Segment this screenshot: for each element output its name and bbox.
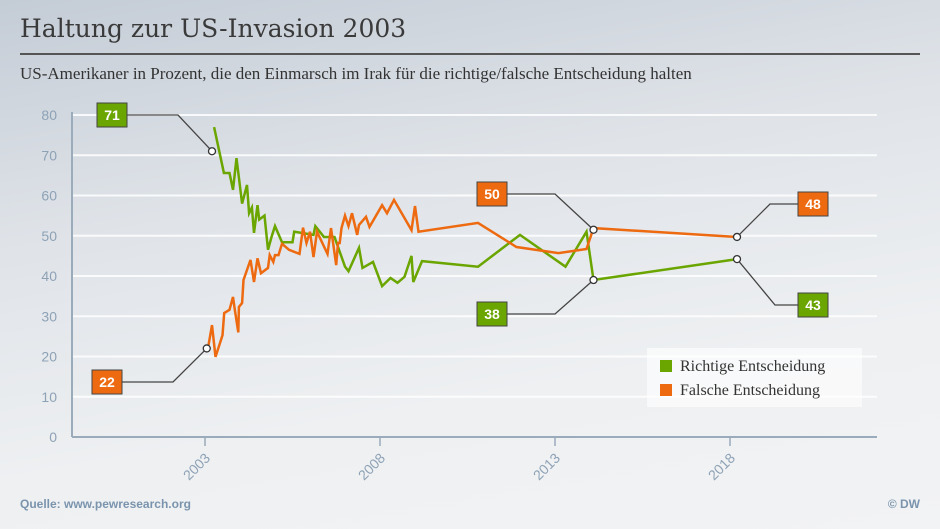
callout-leader <box>507 193 594 231</box>
callout-label: 48 <box>805 196 821 212</box>
y-tick-label: 40 <box>41 268 57 284</box>
x-tick-label: 2018 <box>705 450 738 483</box>
callout-box <box>797 292 829 318</box>
legend-swatch <box>660 384 672 396</box>
title-divider <box>20 53 920 55</box>
callout-label: 50 <box>484 186 500 202</box>
callout-marker <box>589 225 598 234</box>
chart-title: Haltung zur US-Invasion 2003 <box>20 14 407 43</box>
callout-leader <box>736 203 798 238</box>
callout-marker <box>732 254 742 264</box>
x-tick-label: 2003 <box>180 450 213 483</box>
y-tick-label: 30 <box>41 308 57 324</box>
y-tick-label: 60 <box>41 188 57 204</box>
legend-background <box>647 348 862 407</box>
callout-box <box>91 369 123 395</box>
y-tick-label: 80 <box>41 107 57 123</box>
callout-leader <box>736 258 798 306</box>
y-tick-label: 70 <box>41 147 57 163</box>
x-tick-label: 2008 <box>355 450 388 483</box>
callout-marker <box>589 275 598 285</box>
callout-box <box>476 181 508 207</box>
callout-label: 22 <box>99 374 115 390</box>
y-tick-label: 0 <box>49 429 57 445</box>
callout-label: 71 <box>104 107 120 123</box>
callout-marker <box>202 344 211 353</box>
y-tick-label: 20 <box>41 349 57 365</box>
callout-box <box>96 102 128 128</box>
callout-leader <box>127 114 213 152</box>
copyright-credit: © DW <box>887 497 920 511</box>
y-tick-label: 10 <box>41 389 57 405</box>
callout-label: 38 <box>484 306 500 322</box>
legend: Richtige Entscheidung Falsche Entscheidun… <box>647 348 862 407</box>
legend-label: Richtige Entscheidung <box>680 358 825 375</box>
callout-box <box>797 191 829 217</box>
legend-swatch <box>660 360 672 372</box>
y-tick-label: 50 <box>41 228 57 244</box>
callout-label: 43 <box>805 297 821 313</box>
callout-box <box>476 301 508 327</box>
series-line-falsche <box>207 197 738 358</box>
callout-marker <box>732 232 742 242</box>
series-line-richtige <box>212 126 738 289</box>
source-note: Quelle: www.pewresearch.org <box>20 497 191 511</box>
x-tick-label: 2013 <box>530 450 563 483</box>
chart-subtitle: US-Amerikaner in Prozent, die den Einmar… <box>20 64 692 83</box>
legend-label: Falsche Entscheidung <box>680 382 820 399</box>
callout-marker <box>207 147 217 156</box>
callout-leader <box>507 279 594 315</box>
callout-leader <box>122 347 208 383</box>
